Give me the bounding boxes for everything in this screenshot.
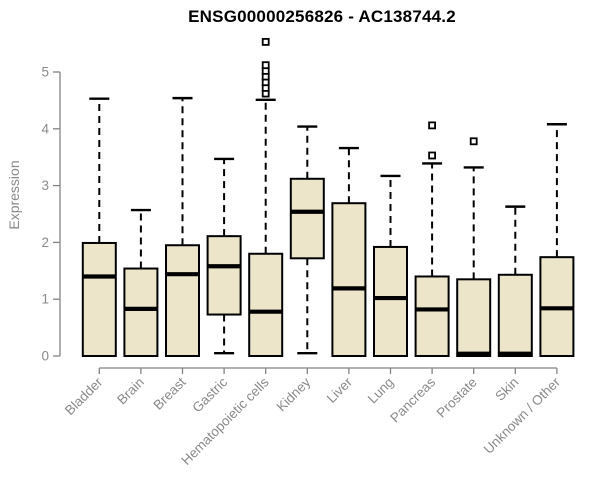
box-skin bbox=[497, 273, 533, 357]
y-tick-label-2: 2 bbox=[41, 235, 49, 250]
y-tick-label-3: 3 bbox=[41, 178, 49, 193]
box-hematopoietic-cells bbox=[248, 252, 284, 357]
x-tick-label-brain: Brain bbox=[114, 375, 147, 408]
box-brain bbox=[123, 267, 159, 358]
x-tick-label-lung: Lung bbox=[365, 375, 397, 407]
x-tick-label-kidney: Kidney bbox=[274, 374, 314, 414]
x-tick-label-pancreas: Pancreas bbox=[387, 374, 438, 425]
x-tick-label-bladder: Bladder bbox=[62, 374, 106, 418]
y-tick-label-4: 4 bbox=[41, 121, 49, 136]
x-tick-label-unknown-other: Unknown / Other bbox=[481, 374, 564, 457]
box-liver bbox=[331, 202, 367, 357]
x-tick-label-prostate: Prostate bbox=[434, 375, 480, 421]
outlier-pancreas-1 bbox=[428, 121, 437, 130]
y-tick-label-5: 5 bbox=[41, 65, 49, 80]
x-tick-label-breast: Breast bbox=[150, 374, 188, 412]
box-breast bbox=[165, 244, 200, 358]
box-lung bbox=[373, 245, 408, 357]
y-tick-label-0: 0 bbox=[41, 349, 49, 364]
x-tick-label-liver: Liver bbox=[324, 374, 356, 406]
box-gastric bbox=[206, 235, 242, 316]
chart-title: ENSG00000256826 - AC138744.2 bbox=[188, 7, 456, 26]
y-tick-label-1: 1 bbox=[41, 292, 49, 307]
outlier-prostate-0 bbox=[469, 137, 478, 146]
outlier-hematopoietic-cells-5 bbox=[261, 61, 270, 70]
box-kidney bbox=[289, 177, 325, 260]
box-pancreas bbox=[414, 275, 450, 358]
x-tick-label-skin: Skin bbox=[492, 375, 521, 404]
box-prostate bbox=[456, 278, 492, 358]
outlier-pancreas-0 bbox=[428, 151, 437, 160]
outlier-hematopoietic-cells-6 bbox=[261, 37, 270, 46]
box-bladder bbox=[81, 241, 117, 357]
x-tick-label-gastric: Gastric bbox=[189, 374, 230, 415]
